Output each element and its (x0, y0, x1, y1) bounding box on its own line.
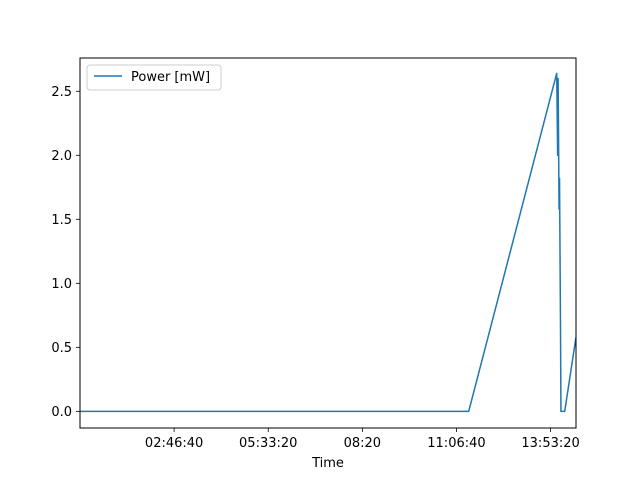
axes-layer (79, 57, 577, 429)
x-tick-label: 13:53:20 (521, 436, 579, 451)
y-axis-ticks: 0.0 0.5 1.0 1.5 2.0 2.5 (51, 85, 80, 420)
x-tick-label: 11:06:40 (427, 436, 485, 451)
y-tick-label: 0.5 (51, 341, 72, 356)
plot-area (80, 58, 576, 428)
y-tick-label: 1.0 (51, 277, 72, 292)
y-tick-label: 0.0 (51, 405, 72, 420)
series-layer (80, 72, 576, 413)
x-tick-label: 08:20 (344, 436, 381, 451)
legend-box (86, 64, 222, 91)
legend-label: Power [mW] (131, 70, 210, 85)
x-tick-label: 05:33:20 (239, 436, 297, 451)
series-line-0 (80, 72, 576, 413)
legend: Power [mW] (86, 64, 222, 91)
x-axis-ticks: 02:46:40 05:33:20 08:20 11:06:40 13:53:20 (145, 428, 580, 451)
x-tick-label: 02:46:40 (145, 436, 203, 451)
plot-frame (79, 57, 577, 429)
y-tick-label: 2.0 (51, 149, 72, 164)
y-tick-label: 2.5 (51, 85, 72, 100)
y-tick-label: 1.5 (51, 213, 72, 228)
x-axis-label: Time (311, 456, 344, 471)
